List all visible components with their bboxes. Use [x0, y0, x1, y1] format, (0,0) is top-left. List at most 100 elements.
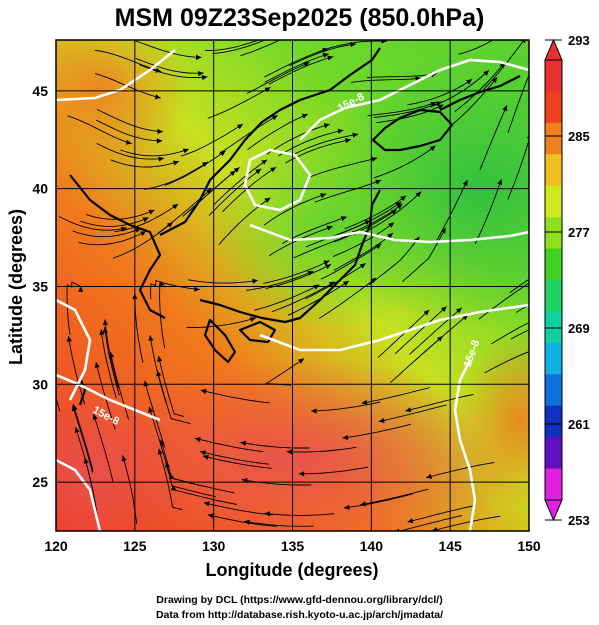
streamline	[68, 336, 86, 405]
streamline	[510, 329, 529, 340]
colorbar-ticks: 293 285 277 269 261 253	[545, 33, 590, 528]
streamline	[271, 281, 336, 313]
streamline-arrowhead	[431, 527, 438, 531]
streamline	[311, 401, 381, 412]
streamline-arrowhead	[270, 167, 277, 173]
streamline	[244, 520, 314, 527]
streamline	[377, 309, 430, 358]
streamline-arrowhead	[343, 281, 349, 287]
streamline-arrowhead	[74, 427, 80, 434]
streamline	[135, 57, 204, 74]
streamline-arrowhead	[437, 104, 444, 110]
streamline-arrowhead	[273, 34, 279, 39]
streamline-arrowhead	[197, 70, 204, 77]
contour-lines	[56, 48, 529, 531]
streamline	[104, 319, 119, 389]
streamline	[342, 423, 412, 439]
streamline-arrowhead	[337, 128, 344, 134]
streamline	[425, 462, 495, 479]
colorbar-segment	[545, 437, 562, 470]
streamline-arrowhead	[307, 270, 314, 276]
colorbar-segment	[545, 405, 562, 438]
credit-drawing: Drawing by DCL (https://www.gfd-dennou.o…	[156, 594, 443, 606]
streamline-arrowhead	[166, 222, 173, 228]
x-tick-label: 135	[281, 538, 305, 554]
streamline-arrowhead	[311, 408, 317, 414]
streamline-arrowhead	[378, 417, 385, 423]
streamline	[199, 451, 269, 465]
streamline-arrowhead	[430, 101, 437, 107]
streamline	[66, 281, 82, 335]
x-ticks: 120 125 130 135 140 145 150	[44, 538, 541, 554]
streamline-arrowhead	[102, 319, 108, 326]
streamline-arrowhead	[361, 399, 368, 405]
colorbar-segment	[545, 185, 562, 218]
streamline-arrowhead	[328, 281, 335, 287]
streamline-arrowhead	[169, 473, 175, 479]
streamline-arrowhead	[375, 179, 382, 185]
streamline-arrowhead	[323, 123, 330, 129]
streamline	[200, 389, 270, 404]
streamline-arrowhead	[320, 193, 327, 199]
streamline-arrowhead	[200, 450, 206, 456]
streamline-arrowhead	[400, 195, 407, 202]
streamline-arrowhead	[159, 439, 165, 446]
streamline-arrowhead	[194, 286, 200, 292]
streamline	[351, 77, 422, 83]
streamline	[373, 145, 436, 179]
streamline-arrowhead	[483, 70, 489, 76]
streamline	[448, 77, 498, 128]
streamline-arrowhead	[456, 307, 462, 314]
streamline-arrowhead	[157, 448, 163, 455]
streamline-arrowhead	[249, 317, 256, 322]
streamline-arrowhead	[440, 306, 447, 312]
streamline	[318, 277, 377, 319]
streamline-arrowhead	[171, 484, 177, 491]
streamline	[207, 87, 271, 119]
colorbar-segment	[545, 311, 562, 344]
streamline	[367, 101, 437, 117]
colorbar-segment	[545, 154, 562, 187]
streamline-arrowhead	[261, 159, 268, 165]
streamline	[72, 404, 94, 472]
streamline	[186, 317, 256, 328]
streamline	[204, 40, 260, 52]
colorbar-tick-label: 261	[568, 417, 590, 432]
streamline	[120, 148, 189, 157]
streamline	[266, 123, 330, 155]
streamline	[289, 43, 356, 67]
streamline	[222, 166, 277, 213]
streamline-arrowhead	[569, 311, 575, 316]
streamline-arrowhead	[148, 335, 154, 341]
streamline-arrowhead	[267, 34, 273, 39]
colorbar-bottom-arrow	[544, 499, 563, 522]
streamline	[298, 466, 369, 475]
streamline	[110, 159, 180, 168]
streamline	[435, 179, 468, 243]
x-tick-label: 120	[44, 538, 68, 554]
streamline	[402, 227, 446, 282]
streamline-arrowhead	[99, 329, 105, 336]
streamline	[165, 461, 216, 498]
streamline-arrowhead	[322, 47, 329, 53]
streamline	[80, 217, 149, 227]
streamline	[78, 230, 147, 246]
streamline	[203, 502, 273, 516]
streamline-arrowhead	[466, 79, 472, 85]
streamline-arrowhead	[359, 263, 366, 269]
x-tick-label: 125	[123, 538, 147, 554]
streamline-arrowhead	[200, 388, 207, 394]
streamline-arrowhead	[491, 77, 498, 84]
y-tick-label: 25	[32, 474, 48, 490]
streamline-arrowhead	[264, 87, 271, 93]
streamline-arrowhead	[326, 225, 333, 231]
y-tick-label: 40	[32, 181, 48, 197]
colorbar-segment	[545, 248, 562, 281]
streamline-arrowhead	[173, 160, 179, 166]
streamline-arrowhead	[407, 518, 414, 524]
streamline-arrowhead	[156, 138, 163, 144]
streamline	[429, 69, 490, 108]
streamline-arrowhead	[440, 227, 446, 234]
streamline-arrowhead	[514, 21, 520, 27]
x-tick-label: 130	[202, 538, 226, 554]
